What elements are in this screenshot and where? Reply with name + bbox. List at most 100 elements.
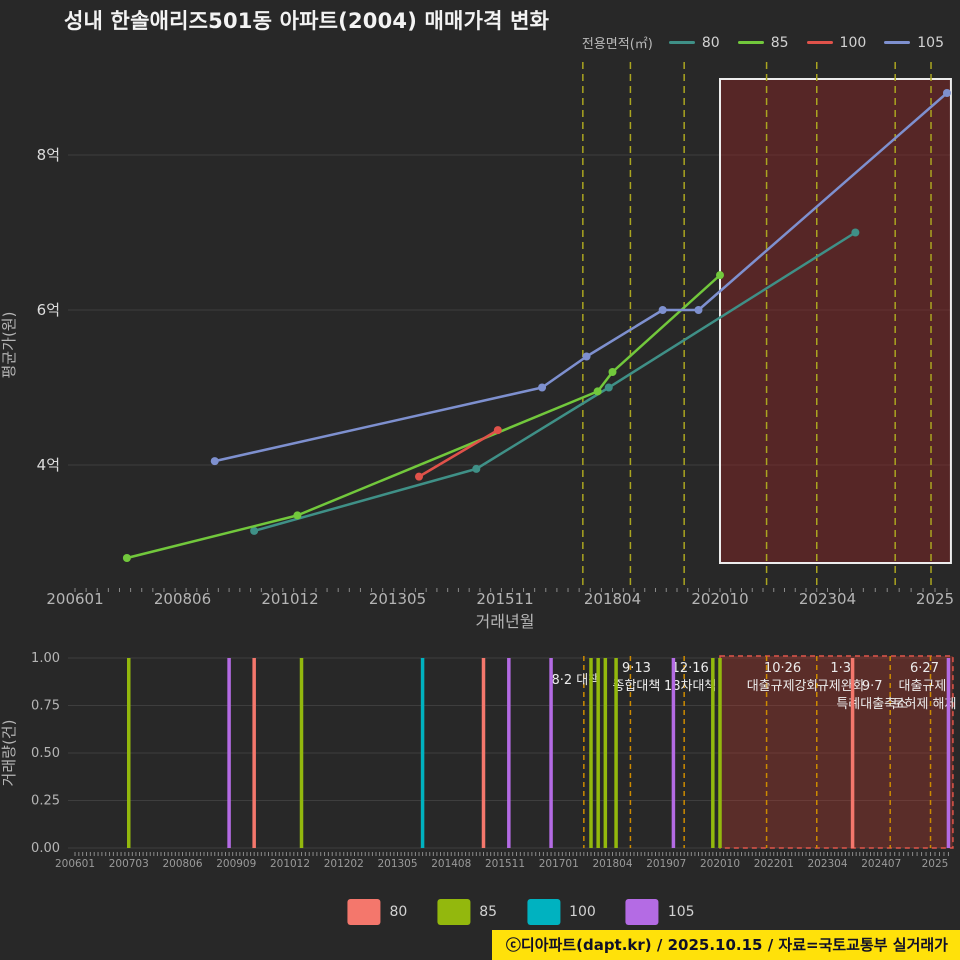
price-point-80[interactable] (851, 229, 859, 237)
y-tick-label: 0.50 (31, 746, 60, 761)
y-tick-label: 0.25 (31, 794, 60, 809)
policy-annotation-label: 대출규제강화 (747, 679, 819, 694)
policy-annotation-label: 9·7 (862, 679, 883, 694)
x-tick-label: 2025 (922, 858, 949, 870)
x-tick-label: 200806 (154, 590, 211, 608)
legend-square-swatch (437, 899, 470, 925)
legend-square-swatch (347, 899, 380, 925)
y-tick-label: 4억 (37, 456, 60, 474)
price-point-105[interactable] (695, 306, 703, 314)
legend-label: 80 (702, 35, 720, 51)
price-point-85[interactable] (716, 271, 724, 279)
x-tick-label: 201305 (377, 858, 417, 870)
policy-annotation-label: 10·26 (764, 661, 801, 676)
apartment-price-dashboard: 성내 한솔애리즈501동 아파트(2004) 매매가격 변화 전용면적(㎡) 8… (0, 0, 960, 960)
policy-annotation-label: 1·3 (830, 661, 851, 676)
x-tick-label: 201012 (270, 858, 310, 870)
legend-label: 105 (917, 35, 944, 51)
price-point-80[interactable] (605, 384, 613, 392)
charts-svg: 4억 6억 8억 200601 200806 201012 201305 201511 2018… (0, 0, 960, 960)
price-point-105[interactable] (583, 353, 591, 361)
volume-legend: 80 85 100 105 (347, 899, 694, 925)
volume-legend-item-80[interactable]: 80 (347, 899, 407, 925)
x-tick-label: 201202 (324, 858, 364, 870)
legend-label: 100 (840, 35, 867, 51)
legend-line-swatch (669, 41, 695, 44)
price-line-100 (419, 430, 498, 477)
y-axis-title: 거래량(건) (0, 720, 18, 787)
legend-label: 80 (389, 904, 407, 920)
x-axis-title: 거래년월 (476, 612, 535, 631)
policy-annotation-label: 9·13 (622, 661, 651, 676)
price-point-85[interactable] (594, 387, 602, 395)
legend-line-swatch (807, 41, 833, 44)
y-axis-title: 평균가(원) (0, 312, 18, 379)
legend-label: 85 (479, 904, 497, 920)
x-tick-label: 202407 (861, 858, 901, 870)
x-tick-label: 2025 (916, 590, 954, 608)
x-tick-label: 201804 (584, 590, 641, 608)
area-legend-item-105[interactable]: 105 (884, 35, 944, 51)
area-legend-item-80[interactable]: 80 (669, 35, 720, 51)
policy-annotation-label: 대출규제, (899, 679, 951, 694)
x-tick-label: 201408 (431, 858, 471, 870)
y-tick-label: 0.00 (31, 841, 60, 856)
x-tick-label: 202201 (754, 858, 794, 870)
y-tick-label: 0.75 (31, 699, 60, 714)
x-tick-label: 201804 (592, 858, 632, 870)
legend-line-swatch (884, 41, 910, 44)
volume-legend-item-105[interactable]: 105 (626, 899, 695, 925)
volume-legend-item-85[interactable]: 85 (437, 899, 497, 925)
x-tick-label: 200909 (216, 858, 256, 870)
policy-annotation-label: 8·2 대책 (551, 673, 600, 688)
area-legend-title: 전용면적(㎡) (582, 33, 653, 52)
x-tick-label: 200806 (162, 858, 202, 870)
x-tick-label: 200601 (46, 590, 103, 608)
legend-label: 105 (668, 904, 695, 920)
footer-credit: ⓒ디아파트(dapt.kr) / 2025.10.15 / 자료=국토교통부 실… (492, 930, 960, 960)
y-tick-label: 1.00 (31, 651, 60, 666)
price-point-105[interactable] (211, 457, 219, 465)
policy-annotation-label: 12·16 (672, 661, 709, 676)
legend-label: 85 (771, 35, 789, 51)
area-legend-items: 80 85 100 105 (669, 35, 944, 51)
area-legend-item-100[interactable]: 100 (807, 35, 867, 51)
price-point-80[interactable] (472, 465, 480, 473)
x-tick-label: 202304 (799, 590, 856, 608)
price-point-100[interactable] (494, 426, 502, 434)
x-tick-label: 201511 (485, 858, 525, 870)
price-point-105[interactable] (538, 384, 546, 392)
x-tick-label: 200703 (109, 858, 149, 870)
y-tick-label: 6억 (37, 301, 60, 319)
x-tick-label: 201305 (369, 590, 426, 608)
x-tick-label: 201701 (539, 858, 579, 870)
price-point-105[interactable] (659, 306, 667, 314)
page-title: 성내 한솔애리즈501동 아파트(2004) 매매가격 변화 (64, 5, 549, 35)
policy-annotation-label: 규제완화 (817, 679, 865, 694)
legend-square-swatch (527, 899, 560, 925)
x-tick-label: 202010 (691, 590, 748, 608)
regulation-highlight-box (720, 79, 951, 563)
area-legend: 전용면적(㎡) 80 85 100 105 (582, 33, 944, 52)
price-chart: 4억 6억 8억 200601 200806 201012 201305 201511 2018… (0, 62, 954, 631)
legend-label: 100 (569, 904, 596, 920)
legend-square-swatch (626, 899, 659, 925)
legend-line-swatch (738, 41, 764, 44)
y-tick-label: 8억 (37, 146, 60, 164)
price-point-85[interactable] (293, 511, 301, 519)
x-tick-label: 201511 (476, 590, 533, 608)
area-legend-item-85[interactable]: 85 (738, 35, 789, 51)
x-tick-label: 202304 (807, 858, 847, 870)
volume-chart: 0.00 0.25 0.50 0.75 1.00 8·2 대책 9·13 종합대책 12·16 1… (0, 651, 956, 870)
price-point-85[interactable] (123, 554, 131, 562)
price-point-100[interactable] (415, 473, 423, 481)
x-tick-label: 201907 (646, 858, 686, 870)
policy-annotation-label: 6·27 (910, 661, 939, 676)
price-point-105[interactable] (943, 89, 951, 97)
x-tick-label: 202010 (700, 858, 740, 870)
x-tick-label: 200601 (55, 858, 95, 870)
policy-annotation-label: 종합대책 (612, 679, 660, 694)
volume-legend-item-100[interactable]: 100 (527, 899, 596, 925)
price-point-85[interactable] (609, 368, 617, 376)
x-tick-label: 201012 (261, 590, 318, 608)
